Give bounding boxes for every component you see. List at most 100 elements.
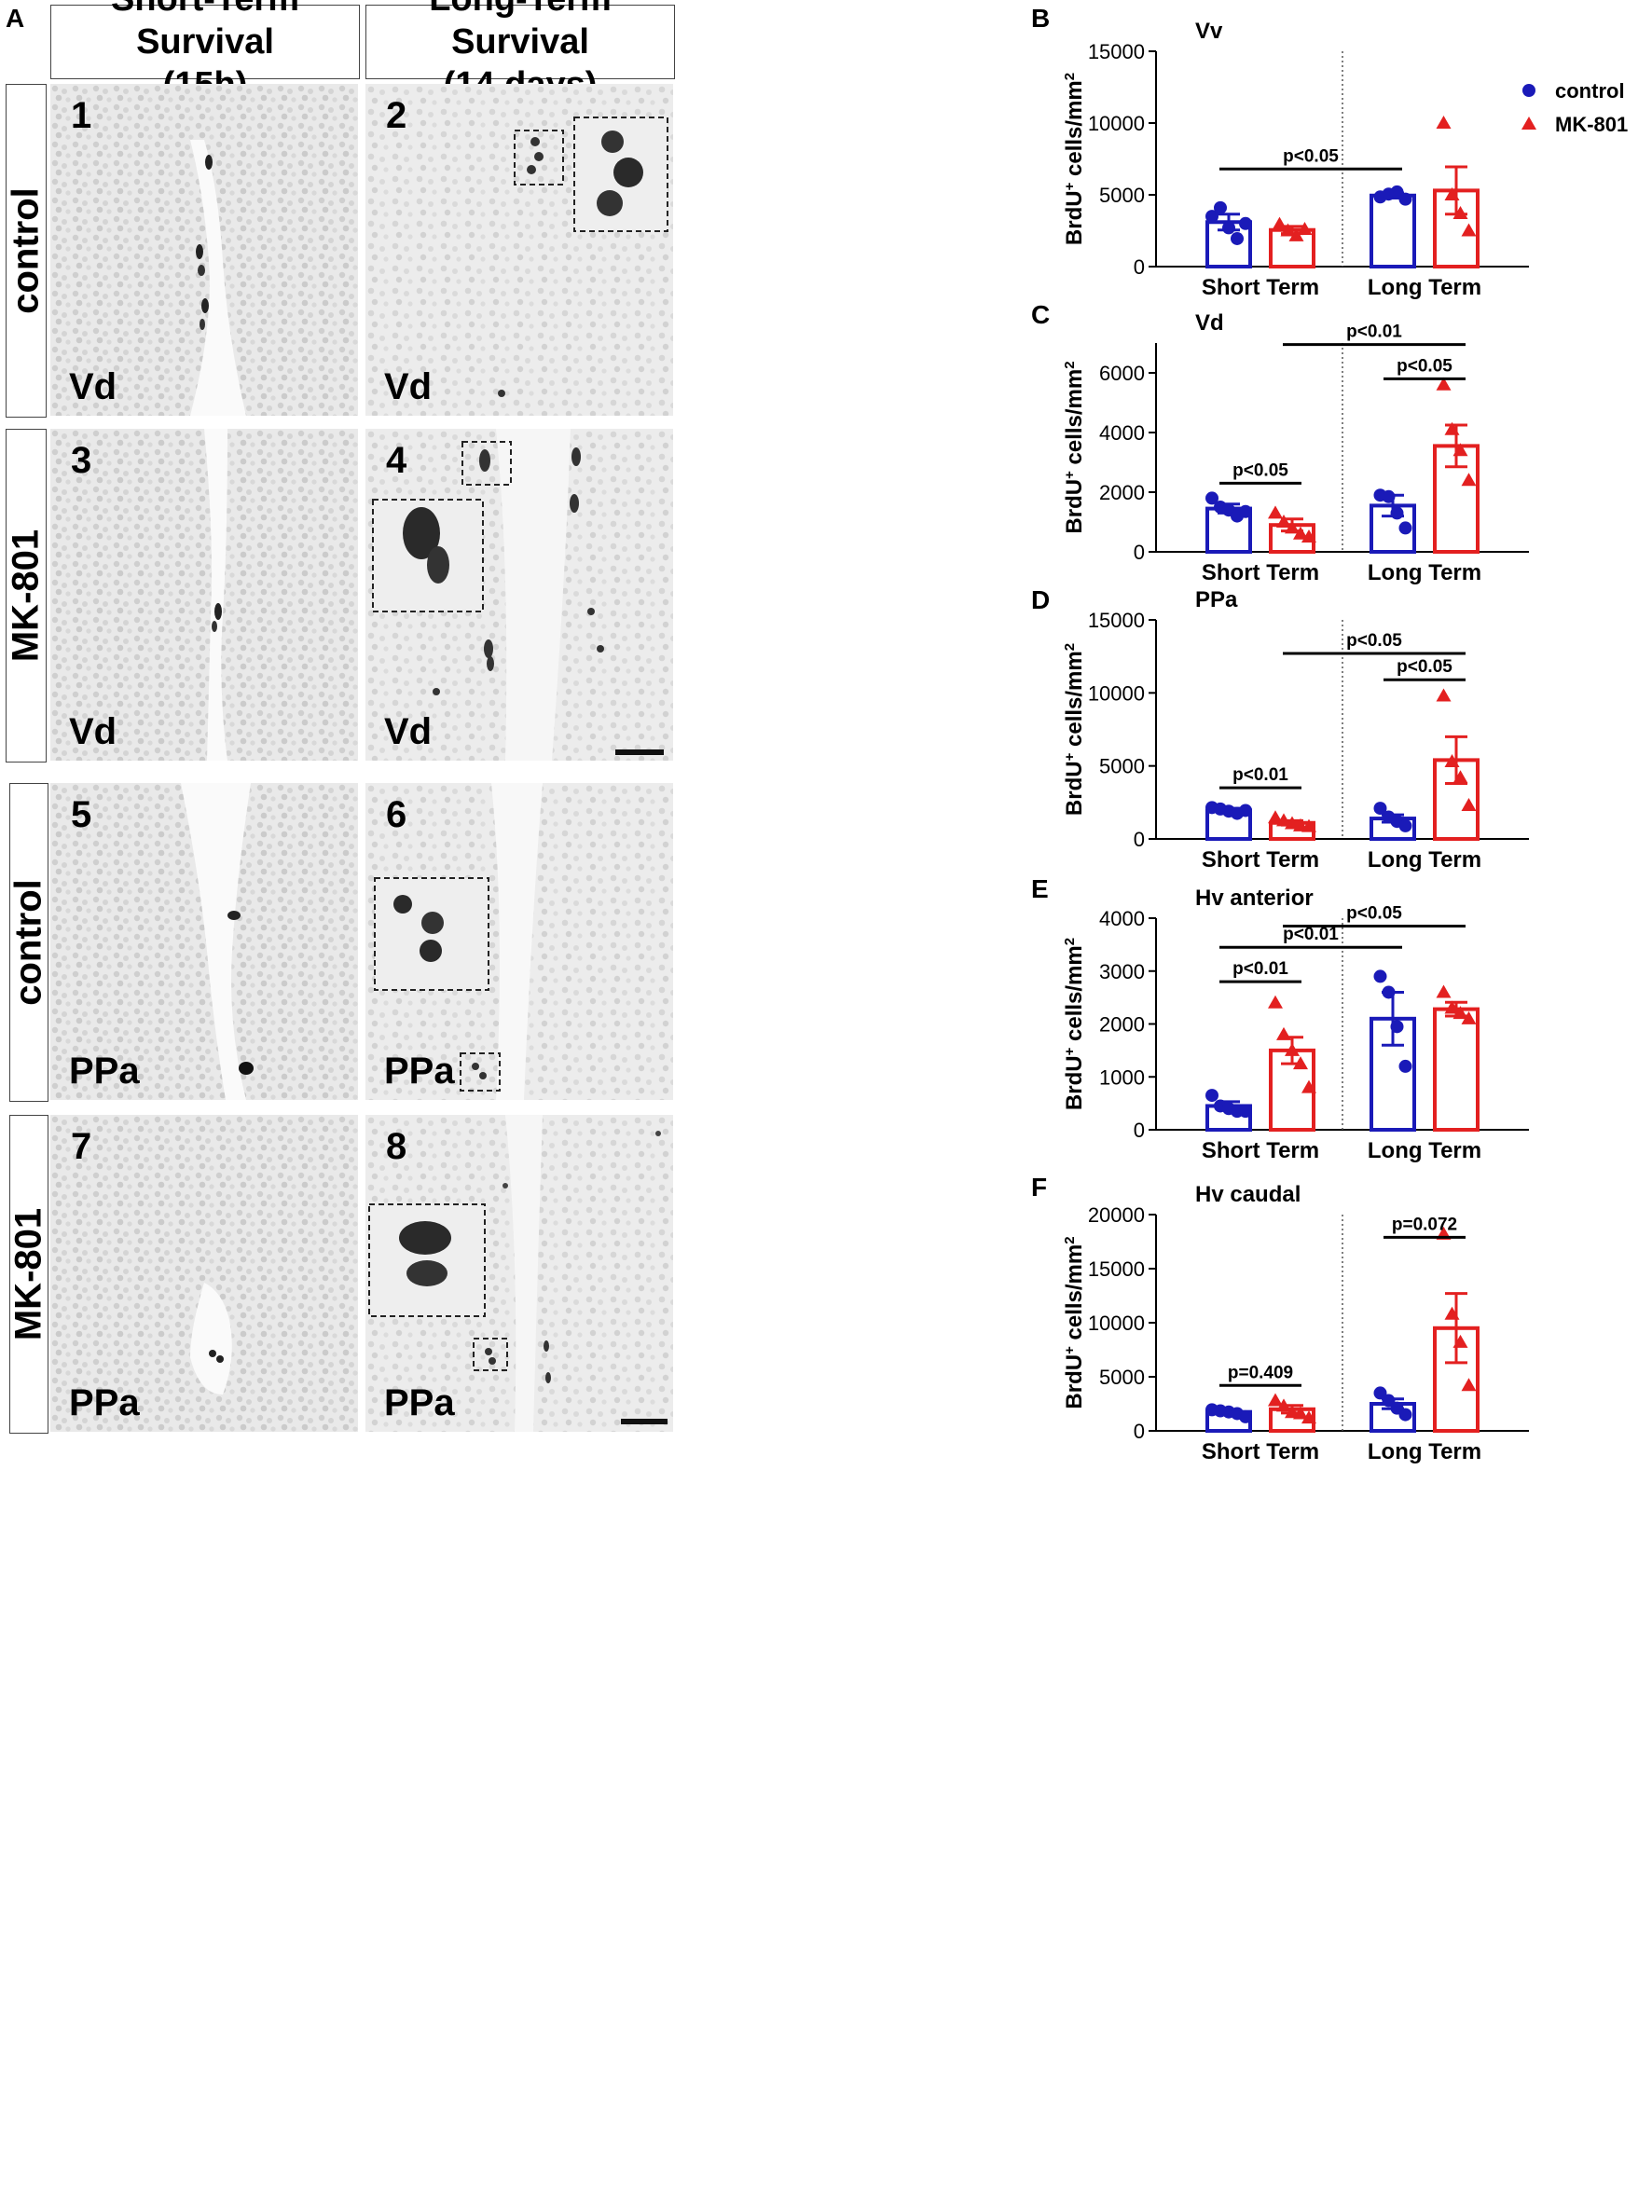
micrograph-6-number: 6 [386, 794, 407, 835]
micrograph-5: 5 PPa [50, 783, 358, 1100]
chart-b-point-mk801-1-3 [1461, 223, 1477, 237]
chart-e-ytick-label-0: 0 [1134, 1119, 1145, 1142]
chart-e-sig-label-0: p<0.01 [1232, 959, 1288, 979]
chart-f-point-mk801-0-0 [1268, 1393, 1283, 1407]
chart-e-bar-mk801-1 [1433, 1007, 1480, 1132]
legend-label-1: MK-801 [1555, 113, 1628, 136]
chart-b-point-control-0-4 [1239, 216, 1252, 230]
chart-b-point-control-0-2 [1222, 221, 1235, 235]
chart-c-sig-label-1: p<0.05 [1397, 356, 1452, 376]
chart-c-sig-label-0: p<0.05 [1232, 460, 1288, 480]
chart-b-ylabel: BrdU+ cells/mm2 [1062, 73, 1088, 245]
chart-c-point-control-1-1 [1382, 489, 1396, 503]
chart-c-point-control-0-0 [1205, 491, 1218, 505]
chart-b-point-control-0-3 [1231, 231, 1244, 245]
chart-c-sig-label-2: p<0.01 [1346, 323, 1402, 342]
chart-c-point-control-0-4 [1239, 504, 1252, 518]
micrograph-8-region: PPa [384, 1382, 455, 1423]
chart-f-ytick-label-0: 0 [1134, 1420, 1145, 1443]
micrograph-5-image [50, 783, 358, 1100]
chart-c-point-control-1-3 [1398, 521, 1412, 535]
chart-d-point-mk801-0-0 [1268, 810, 1283, 824]
chart-c-ytick-label-1: 2000 [1099, 481, 1145, 504]
chart-c-point-mk801-1-0 [1436, 377, 1452, 391]
micrograph-8-image [365, 1115, 673, 1432]
chart-d-sig-label-2: p<0.05 [1346, 631, 1402, 651]
chart-b-point-control-1-3 [1398, 192, 1412, 206]
chart-e-point-control-1-1 [1382, 985, 1396, 999]
chart-b-xtick-label-1: Long Term [1368, 275, 1481, 300]
chart-e-point-mk801-0-1 [1276, 1026, 1291, 1040]
chart-c-point-mk801-1-1 [1444, 421, 1460, 435]
chart-f-point-mk801-1-2 [1452, 1334, 1468, 1348]
chart-d-point-control-0-4 [1239, 804, 1252, 817]
chart-f-point-mk801-1-1 [1444, 1306, 1460, 1320]
chart-e-point-mk801-1-1 [1444, 1000, 1460, 1014]
chart-e-ytick-label-4: 4000 [1099, 907, 1145, 930]
legend-label-0: control [1555, 79, 1625, 103]
chart-c-ylabel: BrdU+ cells/mm2 [1062, 361, 1088, 533]
micrograph-6-region: PPa [384, 1051, 455, 1092]
chart-b-point-mk801-0-2 [1288, 227, 1304, 241]
chart-f-xtick-label-1: Long Term [1368, 1439, 1481, 1464]
micrograph-4-image [365, 429, 673, 761]
panel-letter-b: B [1031, 4, 1051, 33]
micrograph-6-image [365, 783, 673, 1100]
row-label-mk801-ppa: MK-801 [8, 1115, 49, 1434]
chart-d-point-mk801-1-1 [1444, 753, 1460, 767]
chart-e-point-mk801-0-0 [1268, 995, 1283, 1009]
chart-b-point-mk801-1-1 [1444, 187, 1460, 200]
chart-d-point-control-1-3 [1398, 818, 1412, 832]
chart-c-ytick-label-3: 6000 [1099, 362, 1145, 385]
chart-e-point-control-0-0 [1205, 1089, 1218, 1103]
chart-c-point-mk801-1-2 [1452, 443, 1468, 457]
chart-b-point-mk801-1-0 [1436, 116, 1452, 129]
micrograph-2-number: 2 [386, 95, 407, 136]
micrograph-2-image [365, 84, 673, 416]
chart-b-xtick-label-0: Short Term [1202, 275, 1319, 300]
chart-c-point-mk801-1-3 [1461, 473, 1477, 487]
chart-c-point-mk801-0-1 [1276, 515, 1291, 528]
chart-e-xtick-label-1: Long Term [1368, 1138, 1481, 1163]
chart-e-point-mk801-1-3 [1461, 1010, 1477, 1024]
chart-d-ytick-label-3: 15000 [1088, 609, 1145, 632]
micrograph-8-number: 8 [386, 1126, 407, 1167]
chart-e-point-control-1-3 [1398, 1059, 1412, 1073]
chart-c-ytick-label-0: 0 [1134, 541, 1145, 564]
column-header-short-term-line1: Short-Term Survival [111, 0, 299, 62]
panel-letter-d: D [1031, 585, 1051, 614]
micrograph-5-region: PPa [69, 1051, 140, 1092]
chart-f-point-control-1-0 [1373, 1386, 1387, 1400]
legend-marker-0 [1522, 84, 1535, 97]
chart-b-ytick-label-0: 0 [1134, 255, 1145, 279]
micrograph-4-region: Vd [384, 711, 433, 752]
micrograph-7: 7 PPa [50, 1115, 358, 1432]
chart-f-xtick-label-0: Short Term [1202, 1439, 1319, 1464]
chart-b-point-mk801-0-1 [1280, 223, 1296, 237]
chart-c-title: Vd [1195, 310, 1224, 336]
chart-f-point-control-1-1 [1382, 1394, 1396, 1408]
chart-d-sig-label-0: p<0.01 [1232, 765, 1288, 785]
chart-e-title: Hv anterior [1195, 886, 1314, 911]
chart-d-xtick-label-1: Long Term [1368, 847, 1481, 872]
chart-b-point-mk801-1-2 [1452, 206, 1468, 220]
row-label-control-ppa: control [8, 783, 49, 1102]
chart-d-sig-label-1: p<0.05 [1397, 657, 1452, 677]
column-header-long-term-line1: Long-Term Survival [429, 0, 612, 62]
chart-f-ytick-label-4: 20000 [1088, 1203, 1145, 1227]
chart-d-point-mk801-0-4 [1301, 818, 1316, 832]
chart-b-title: Vv [1195, 19, 1223, 44]
chart-b-point-mk801-0-3 [1297, 221, 1313, 235]
chart-d-point-mk801-0-2 [1285, 816, 1300, 830]
chart-b-ytick-label-3: 15000 [1088, 40, 1145, 63]
micrograph-3-number: 3 [71, 440, 92, 481]
chart-f-point-mk801-0-4 [1301, 1410, 1316, 1424]
micrograph-1: 1 Vd [50, 84, 358, 416]
micrograph-1-number: 1 [71, 95, 92, 136]
chart-c-point-mk801-0-3 [1293, 526, 1308, 540]
chart-c-point-mk801-0-2 [1285, 520, 1300, 534]
chart-d-point-mk801-0-1 [1276, 813, 1291, 827]
micrograph-4-number: 4 [386, 440, 407, 481]
chart-c-point-mk801-0-4 [1301, 529, 1316, 543]
chart-e-point-mk801-0-3 [1293, 1056, 1308, 1070]
